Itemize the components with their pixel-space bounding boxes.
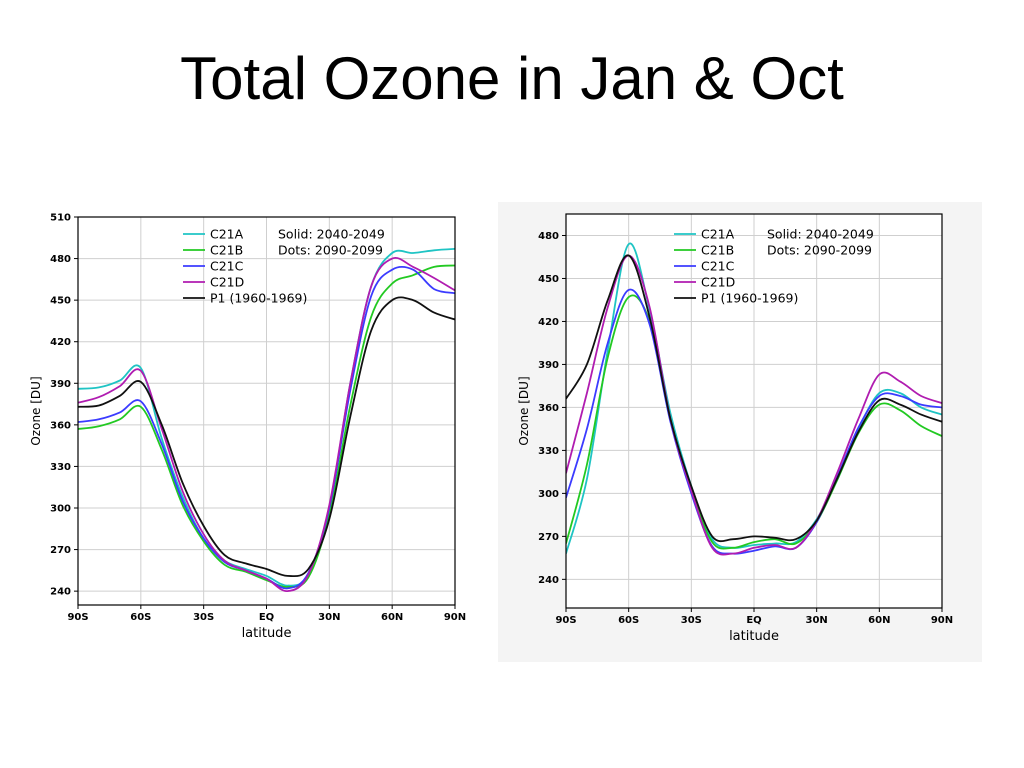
chart0-ytick-label: 420 bbox=[50, 337, 71, 348]
slide-title: Total Ozone in Jan & Oct bbox=[180, 45, 844, 112]
chart1-legend-note: Dots: 2090-2099 bbox=[767, 243, 872, 258]
chart1-ylabel: Ozone [DU] bbox=[517, 376, 531, 445]
chart0-xtick-label: 60S bbox=[130, 612, 151, 623]
chart0-xtick-label: 30S bbox=[193, 612, 214, 623]
chart0-ytick-label: 240 bbox=[50, 587, 71, 598]
chart0-xtick-label: 60N bbox=[381, 612, 403, 623]
chart0-xtick-label: 30N bbox=[318, 612, 340, 623]
chart1-ytick-label: 360 bbox=[538, 403, 559, 414]
chart0-legend-entry: C21D bbox=[210, 275, 244, 290]
chart-jan: 90S 60S 30S EQ 30N 60N 90N 240 270 300 330 360 390 42… bbox=[29, 213, 466, 642]
chart0-legend-entry: C21A bbox=[210, 227, 244, 242]
chart1-xtick-label: 30S bbox=[681, 615, 702, 626]
chart1-legend-entry: P1 (1960-1969) bbox=[701, 291, 798, 306]
chart0-ytick-label: 330 bbox=[50, 462, 71, 473]
chart0-ytick-label: 480 bbox=[50, 254, 71, 265]
chart0-series-line-c21a bbox=[78, 248, 455, 587]
chart1-xtick-label: 90N bbox=[931, 615, 953, 626]
chart1-ytick-label: 330 bbox=[538, 446, 559, 457]
chart1-legend-entry: C21C bbox=[701, 259, 735, 274]
chart1-xtick-label: 30N bbox=[806, 615, 828, 626]
chart0-legend-entry: P1 (1960-1969) bbox=[210, 291, 307, 306]
chart1-legend-entry: C21D bbox=[701, 275, 735, 290]
chart1-legend-entry: C21B bbox=[701, 243, 734, 258]
chart1-ytick-label: 240 bbox=[538, 575, 559, 586]
chart1-legend-note: Solid: 2040-2049 bbox=[767, 227, 874, 242]
chart0-xtick-label: EQ bbox=[259, 612, 274, 623]
chart0-ytick-label: 270 bbox=[50, 545, 71, 556]
chart1-xlabel: latitude bbox=[729, 629, 779, 644]
chart0-legend-note: Dots: 2090-2099 bbox=[278, 243, 383, 258]
chart1-plot-frame bbox=[565, 213, 943, 609]
chart1-series-line-c21b bbox=[566, 294, 942, 550]
chart1-ytick-label: 300 bbox=[538, 489, 559, 500]
chart0-legend-note: Solid: 2040-2049 bbox=[278, 227, 385, 242]
chart1-ytick-label: 480 bbox=[538, 231, 559, 242]
chart-panel-jan: 90S 60S 30S EQ 30N 60N 90N 240 270 300 330 360 390 42… bbox=[28, 200, 473, 655]
chart0-xlabel: latitude bbox=[242, 626, 292, 641]
chart1-xtick-label: 90S bbox=[555, 615, 576, 626]
chart0-plot-frame bbox=[77, 216, 456, 606]
chart0-ytick-label: 450 bbox=[50, 296, 71, 307]
chart1-legend-entry: C21A bbox=[701, 227, 735, 242]
chart1-ytick-label: 270 bbox=[538, 532, 559, 543]
chart1-xtick-label: EQ bbox=[746, 615, 761, 626]
chart0-xtick-label: 90N bbox=[444, 612, 466, 623]
chart0-ytick-label: 300 bbox=[50, 504, 71, 515]
chart0-ytick-label: 390 bbox=[50, 379, 71, 390]
chart0-legend-entry: C21B bbox=[210, 243, 243, 258]
chart0-series-line-c21d bbox=[78, 256, 455, 592]
chart-oct: 90S 60S 30S EQ 30N 60N 90N 240 270 300 330 360 390 42… bbox=[517, 213, 953, 644]
chart1-xtick-label: 60S bbox=[618, 615, 639, 626]
chart1-ytick-label: 420 bbox=[538, 317, 559, 328]
chart1-series-line-c21d bbox=[566, 254, 942, 556]
chart0-series-line-p1 bbox=[78, 296, 455, 578]
chart1-series-line-c21c bbox=[566, 288, 942, 555]
chart1-ytick-label: 390 bbox=[538, 360, 559, 371]
chart0-ylabel: Ozone [DU] bbox=[29, 376, 43, 445]
chart0-ytick-label: 360 bbox=[50, 420, 71, 431]
chart1-series-line-p1 bbox=[566, 254, 942, 543]
chart0-ytick-label: 510 bbox=[50, 213, 71, 224]
chart0-xtick-label: 90S bbox=[67, 612, 88, 623]
chart1-xtick-label: 60N bbox=[868, 615, 890, 626]
chart0-legend-entry: C21C bbox=[210, 259, 244, 274]
chart-panel-oct: 90S 60S 30S EQ 30N 60N 90N 240 270 300 330 360 390 42… bbox=[498, 202, 982, 662]
chart1-ytick-label: 450 bbox=[538, 274, 559, 285]
